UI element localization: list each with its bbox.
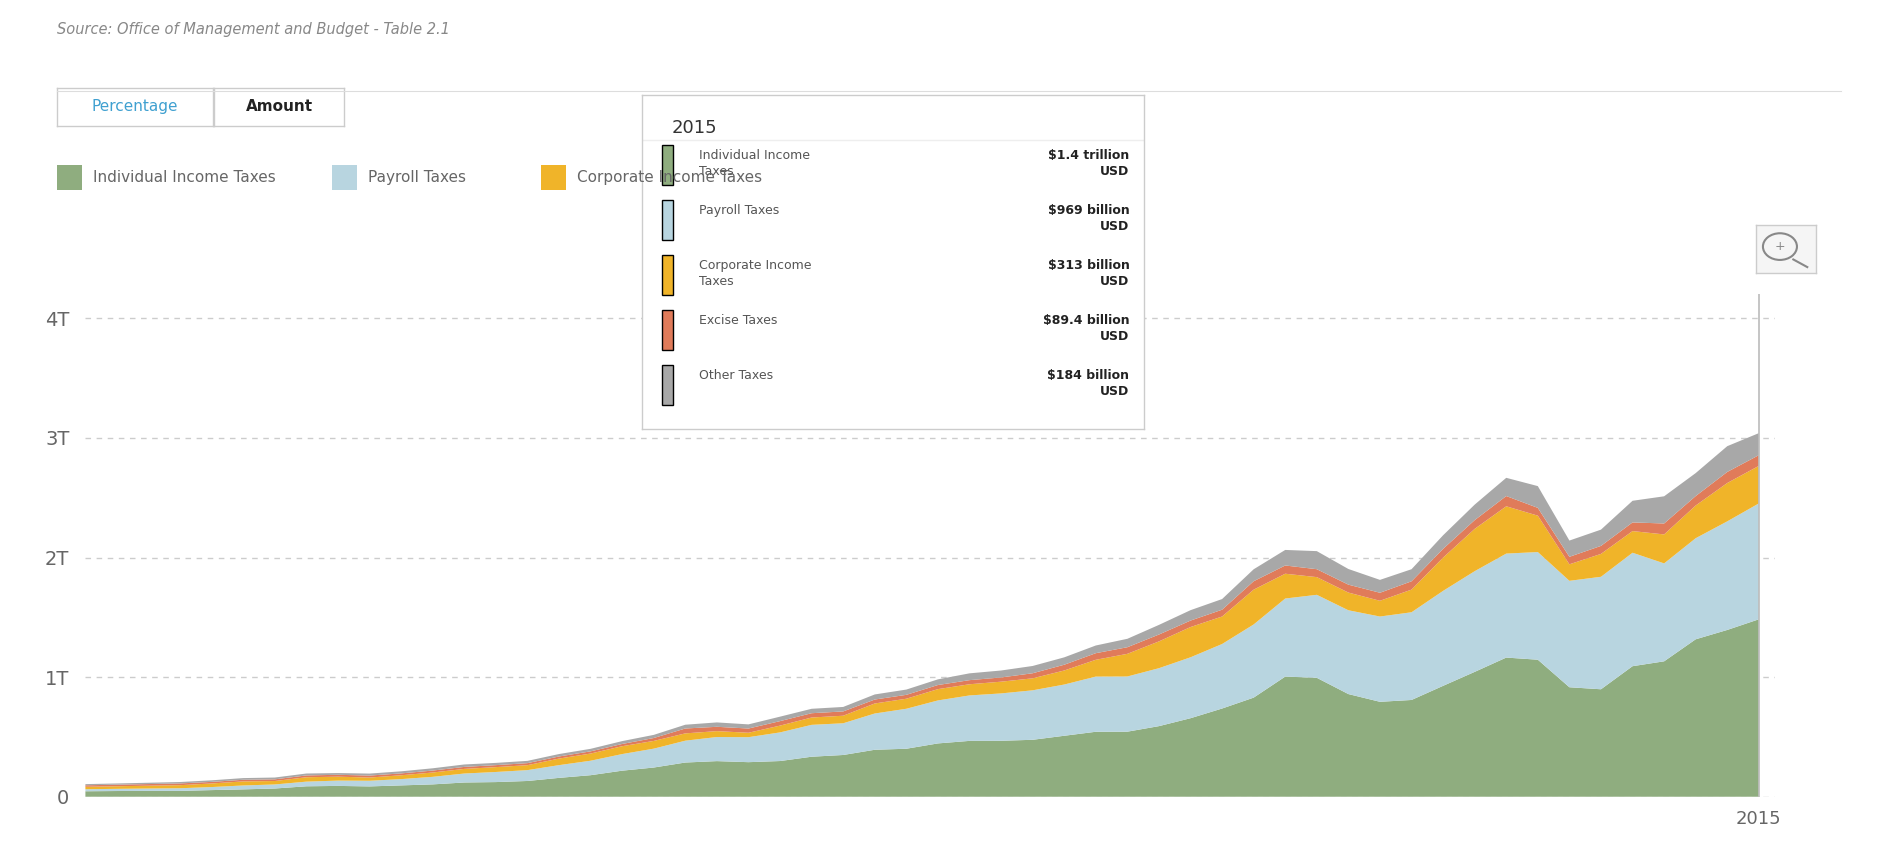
Text: Source: Office of Management and Budget - Table 2.1: Source: Office of Management and Budget … bbox=[57, 22, 450, 36]
Text: Corporate Income
Taxes: Corporate Income Taxes bbox=[698, 259, 812, 288]
Text: Payroll Taxes: Payroll Taxes bbox=[368, 170, 467, 185]
Text: +: + bbox=[1775, 240, 1786, 253]
Text: Payroll Taxes: Payroll Taxes bbox=[698, 204, 780, 216]
Text: $89.4 billion
USD: $89.4 billion USD bbox=[1042, 313, 1129, 343]
Text: Individual Income Taxes: Individual Income Taxes bbox=[93, 170, 275, 185]
FancyBboxPatch shape bbox=[662, 145, 672, 185]
Text: Corporate Income Taxes: Corporate Income Taxes bbox=[577, 170, 763, 185]
FancyBboxPatch shape bbox=[662, 365, 672, 405]
Text: Individual Income
Taxes: Individual Income Taxes bbox=[698, 149, 810, 178]
Text: $313 billion
USD: $313 billion USD bbox=[1048, 259, 1129, 288]
Text: 2015: 2015 bbox=[672, 119, 717, 137]
FancyBboxPatch shape bbox=[662, 200, 672, 240]
FancyBboxPatch shape bbox=[662, 310, 672, 351]
Text: Amount: Amount bbox=[245, 100, 313, 114]
Text: $969 billion
USD: $969 billion USD bbox=[1048, 204, 1129, 233]
Text: $1.4 trillion
USD: $1.4 trillion USD bbox=[1048, 149, 1129, 178]
Text: Excise Taxes: Excise Taxes bbox=[698, 313, 778, 326]
Text: $184 billion
USD: $184 billion USD bbox=[1048, 369, 1129, 397]
Text: Percentage: Percentage bbox=[91, 100, 178, 114]
FancyBboxPatch shape bbox=[662, 255, 672, 295]
Text: Other Taxes: Other Taxes bbox=[698, 369, 774, 382]
